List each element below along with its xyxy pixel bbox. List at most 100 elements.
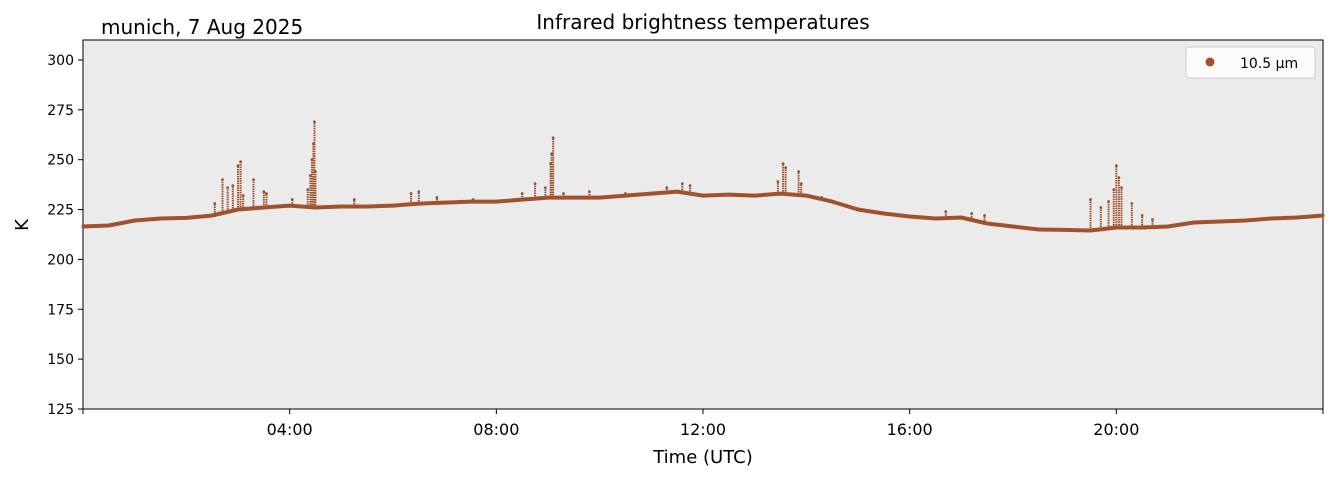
spike-point	[221, 178, 224, 182]
data-point	[107, 223, 111, 228]
spike-point	[290, 198, 294, 201]
series-layer	[81, 120, 1325, 233]
x-tick-label-20: 20:00	[1093, 420, 1139, 439]
spike-point	[262, 190, 266, 193]
spike-point	[781, 162, 785, 166]
data-point	[288, 203, 292, 208]
x-tick-label-12: 12:00	[680, 420, 726, 439]
data-point	[1269, 216, 1273, 221]
spike-point	[799, 182, 803, 186]
data-point	[546, 195, 550, 200]
x-tick-label-8: 08:00	[473, 420, 519, 439]
spike-point	[306, 188, 310, 191]
data-point	[365, 204, 369, 209]
spike-point	[820, 196, 824, 199]
legend-marker-icon	[1205, 57, 1215, 67]
data-point	[701, 193, 705, 198]
x-tick-label-4: 04:00	[267, 420, 313, 439]
data-point	[391, 203, 395, 208]
spike-point	[562, 192, 565, 195]
spike-point	[236, 164, 240, 168]
data-point	[443, 200, 447, 205]
data-point	[1011, 224, 1015, 229]
data-point	[339, 204, 343, 209]
y-tick-label-300: 300	[47, 53, 74, 69]
spike-point	[1120, 186, 1123, 190]
legend: 10.5 µm	[1185, 46, 1316, 79]
data-point	[1063, 228, 1067, 232]
spike-point	[213, 202, 217, 205]
spike-point	[314, 170, 317, 174]
legend-label: 10.5 µm	[1240, 56, 1298, 72]
data-point	[1166, 224, 1170, 229]
spike-point	[784, 166, 788, 170]
data-point	[959, 215, 963, 220]
data-point	[908, 214, 912, 219]
data-point	[1192, 220, 1196, 225]
y-tick-label-225: 225	[47, 203, 74, 219]
chart-title: Infrared brightness temperatures	[536, 10, 869, 34]
data-point	[985, 221, 989, 226]
x-axis-label: Time (UTC)	[652, 447, 753, 468]
spike-point	[1151, 218, 1154, 221]
spike-point	[1107, 200, 1110, 203]
spike-point	[1117, 176, 1121, 180]
location-date-label: munich, 7 Aug 2025	[101, 15, 303, 39]
spike-point	[776, 180, 780, 184]
y-axis: 125 150 175 200 225 250 275 300	[47, 53, 83, 418]
spike-point	[471, 198, 475, 201]
plot-area	[82, 39, 1324, 410]
data-point	[158, 216, 163, 221]
spike-point	[435, 196, 439, 199]
data-point	[210, 213, 214, 218]
spike-point	[680, 182, 684, 186]
data-point	[1218, 219, 1222, 224]
x-tick-label-16: 16:00	[887, 420, 933, 439]
data-point	[1037, 227, 1041, 232]
data-point	[727, 192, 731, 197]
spike-point	[1099, 206, 1103, 209]
spike-point	[239, 160, 242, 164]
spike-point	[231, 184, 235, 188]
y-tick-label-200: 200	[47, 252, 74, 268]
data-point	[81, 224, 85, 229]
data-point	[804, 193, 808, 198]
y-axis-label: K	[12, 218, 33, 231]
y-tick-label-150: 150	[47, 352, 74, 368]
x-axis: 04:00 08:00 12:00 16:00 20:00	[82, 409, 1324, 439]
spike-point	[241, 194, 245, 197]
y-tick-label-250: 250	[47, 153, 74, 169]
spike-point	[665, 186, 669, 190]
data-point	[1295, 215, 1299, 220]
y-tick-label-125: 125	[47, 402, 74, 418]
spike-point	[983, 214, 986, 217]
data-point	[882, 211, 886, 216]
data-point	[933, 216, 938, 221]
spike-point	[551, 136, 555, 140]
spike-point	[624, 192, 627, 195]
spike-point	[520, 192, 524, 195]
spike-point	[688, 184, 692, 188]
spike-point	[409, 192, 413, 195]
spike-point	[544, 186, 547, 190]
spike-point	[417, 190, 421, 193]
data-point	[184, 216, 188, 220]
data-point	[133, 218, 137, 223]
spike-point	[1114, 164, 1118, 168]
spike-point	[265, 192, 268, 195]
data-point	[1243, 218, 1248, 223]
spike-point	[1089, 198, 1092, 201]
spike-point	[313, 120, 316, 124]
spike-point	[1140, 214, 1144, 217]
data-point	[572, 195, 576, 200]
data-point	[1321, 213, 1325, 218]
data-point	[649, 191, 653, 196]
spike-point	[944, 210, 948, 213]
data-point	[778, 191, 783, 196]
spike-point	[797, 170, 800, 174]
spike-point	[352, 198, 356, 201]
data-point	[830, 199, 834, 204]
spike-point	[1112, 188, 1116, 191]
spike-point	[533, 182, 537, 186]
